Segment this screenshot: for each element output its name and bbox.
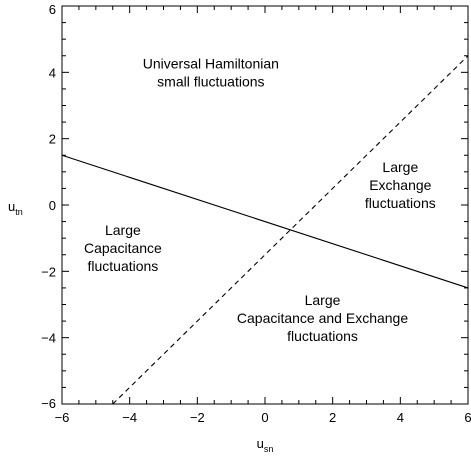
region-annotations: Universal Hamiltonian small fluctuations L… [84, 55, 436, 343]
solid-boundary-line [61, 154, 469, 289]
x-tick-label: −6 [55, 410, 70, 425]
x-tick-label: −4 [122, 410, 137, 425]
x-tick-label: −2 [190, 410, 205, 425]
y-tick-label: −6 [41, 396, 56, 411]
region-label-exchange: Large Exchange fluctuations [365, 159, 436, 211]
tick-marks [61, 5, 469, 405]
y-tick-label: 0 [49, 198, 56, 213]
y-axis-title: utn [8, 199, 23, 217]
x-tick-label: 6 [464, 410, 471, 425]
y-tick-labels: −6 −4 −2 0 2 4 6 [41, 2, 56, 411]
x-tick-labels: −6 −4 −2 0 2 4 6 [55, 410, 471, 425]
x-tick-label: 0 [261, 410, 268, 425]
region-label-cap-exchange: Large Capacitance and Exchange fluctuation… [237, 292, 408, 344]
dashed-boundary-line [112, 55, 469, 405]
x-tick-label: 4 [397, 410, 404, 425]
x-tick-label: 2 [329, 410, 336, 425]
x-axis-title: usn [257, 436, 274, 454]
region-label-universal: Universal Hamiltonian small fluctuations [143, 55, 279, 89]
y-tick-label: 2 [49, 132, 56, 147]
y-tick-label: −2 [41, 264, 56, 279]
y-tick-label: −4 [41, 331, 56, 346]
series-lines [61, 55, 469, 405]
region-label-capacitance: Large Capacitance fluctuations [84, 222, 162, 274]
y-tick-label: 4 [49, 65, 56, 80]
y-tick-label: 6 [49, 2, 56, 17]
